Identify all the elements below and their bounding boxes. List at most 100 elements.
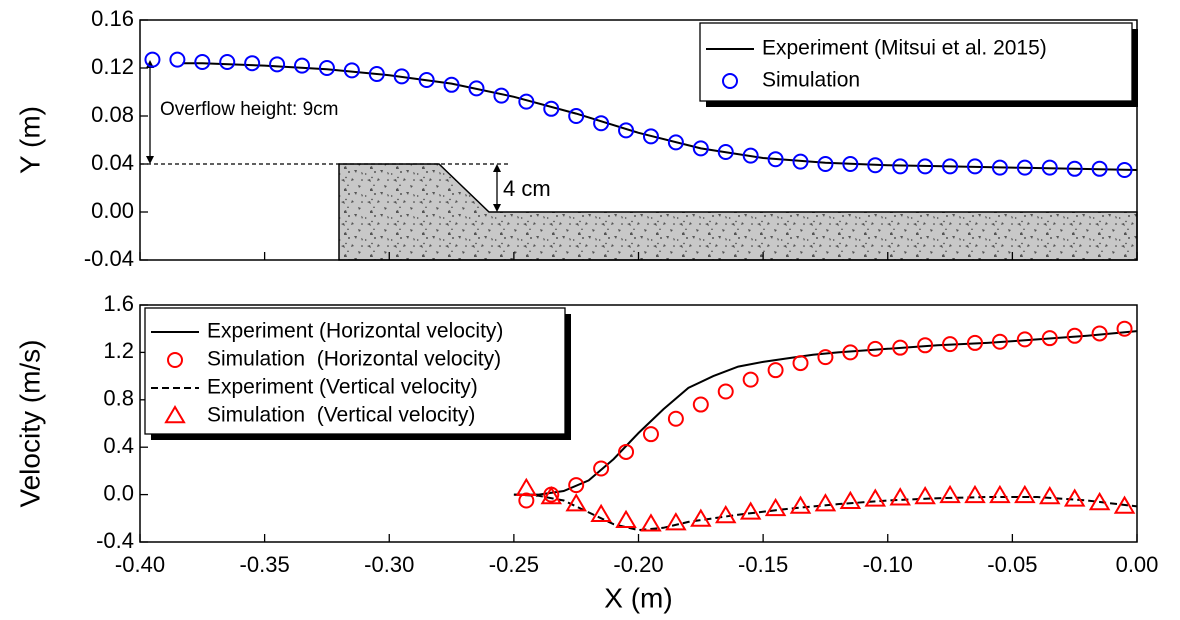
marker [593,460,610,477]
marker [642,128,659,145]
legend-label: Experiment (Vertical velocity) [207,376,478,399]
y-tick-label: -0.04 [84,246,134,271]
marker [714,504,737,524]
x-tick-label: -0.40 [115,552,165,577]
marker [1016,159,1033,176]
marker [618,443,635,460]
series-line [182,62,1138,171]
weir-body [338,163,1138,261]
marker [568,108,585,124]
marker [1088,491,1111,511]
marker [443,76,460,93]
marker [144,51,161,68]
marker [393,68,410,85]
x-tick-label: -0.20 [613,552,663,577]
marker [892,158,909,175]
marker [667,134,684,151]
marker [515,477,538,496]
x-axis-title: X (m) [604,582,672,613]
annotation: 4 cm [503,176,551,201]
marker [618,122,635,139]
x-tick-label: -0.15 [738,552,788,577]
marker [989,484,1011,504]
marker [817,156,834,172]
marker [593,115,610,132]
legend: Experiment (Horizontal velocity) Simulati… [144,307,571,440]
y-tick-label: 0.0 [103,480,134,505]
marker [864,488,887,507]
marker [468,80,485,97]
y-tick-label: 0.00 [91,198,134,223]
marker [565,493,587,512]
x-tick-label: -0.05 [987,552,1037,577]
x-tick-label: -0.30 [364,552,414,577]
y-tick-label: 0.08 [91,102,134,127]
marker [964,484,986,504]
marker [991,333,1008,350]
marker [1066,327,1083,344]
marker [667,410,684,427]
marker [839,490,862,510]
marker [194,54,211,70]
legend-box [699,22,1133,102]
marker [690,508,712,527]
x-tick-label: -0.10 [863,552,913,577]
marker [842,156,859,172]
marker [1066,160,1083,177]
marker [1041,159,1058,176]
weir: Overflow height: 9cm 4 cm [140,60,1138,261]
y-tick-label: 0.8 [103,386,134,411]
series-line [513,330,1138,496]
marker [1116,320,1133,337]
marker [418,72,435,88]
marker [814,493,837,512]
marker [518,492,535,509]
y-tick-label: 1.6 [103,291,134,316]
y-tick-label: 0.16 [91,6,134,31]
marker [615,509,637,528]
marker [493,87,510,104]
y-tick-label: 0.4 [103,433,134,458]
marker [1016,331,1033,348]
marker [742,371,759,388]
marker [368,66,385,82]
marker [867,157,884,174]
x-tick-label: -0.25 [489,552,539,577]
marker [543,100,560,117]
y-tick-label: 0.12 [91,54,134,79]
marker [842,344,859,361]
marker [518,93,535,110]
y-axis-title: Y (m) [14,106,45,174]
marker [914,485,936,505]
marker [722,73,738,89]
marker [269,56,286,73]
marker [642,426,659,443]
marker [739,501,762,520]
legend-label: Simulation (Vertical velocity) [207,404,475,427]
marker [692,140,709,157]
marker [792,355,809,372]
marker [1091,160,1108,177]
x-tick-label: 0.00 [1116,552,1159,577]
annotation: Overflow height: 9cm [160,99,338,120]
y-axis-title: Velocity (m/s) [14,339,45,507]
marker [717,144,734,160]
y-tick-label: 0.04 [91,150,134,175]
marker [764,497,787,517]
marker [1116,162,1133,178]
marker [294,57,311,74]
legend-label: Simulation [762,69,860,92]
marker [817,349,834,366]
marker [318,60,335,76]
marker [164,405,186,424]
marker [966,158,983,175]
marker [1041,330,1058,347]
marker [540,485,563,505]
series-line [513,493,1138,532]
marker [792,153,809,170]
marker [169,51,186,68]
x-tick-label: -0.35 [240,552,290,577]
legend-label: Experiment (Mitsui et al. 2015) [762,37,1047,60]
marker [590,503,612,523]
